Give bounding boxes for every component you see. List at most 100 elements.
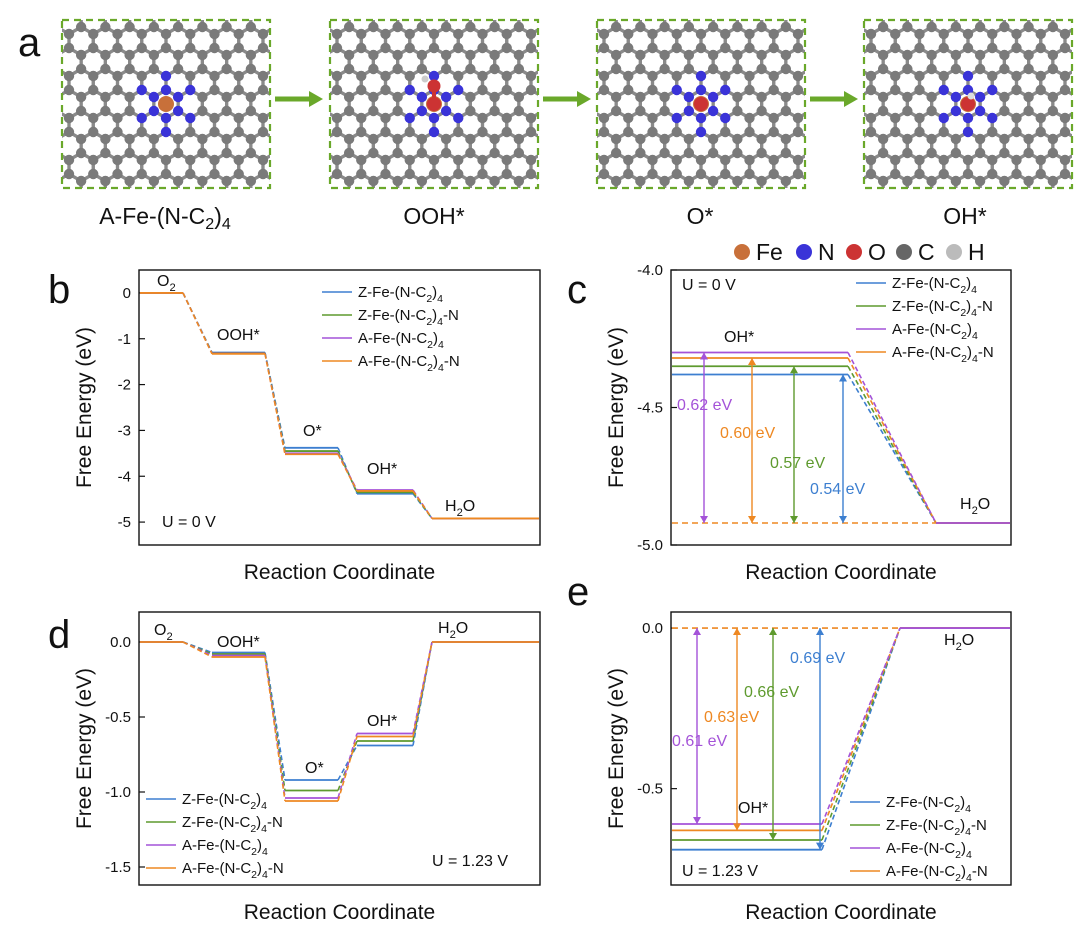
legend-entry-a: A-Fe-(N-C2)4: [850, 840, 972, 861]
atom-legend-label: C: [918, 239, 935, 265]
panel-d-legend: Z-Fe-(N-C2)4Z-Fe-(N-C2)4-NA-Fe-(N-C2)4A-…: [146, 791, 284, 881]
series-zn: [140, 641, 539, 792]
legend-entry-zn: Z-Fe-(N-C2)4-N: [850, 817, 987, 838]
legend-label: A-Fe-(N-C2)4: [886, 840, 972, 861]
transition-1: [182, 292, 213, 355]
panel-b-annotations: O2 OOH* O* OH* H2O U = 0 V: [157, 273, 475, 531]
legend-label: A-Fe-(N-C2)4: [182, 837, 268, 858]
panel-e-series: [672, 627, 1010, 851]
legend-label: A-Fe-(N-C2)4: [892, 321, 978, 342]
legend-label: A-Fe-(N-C2)4-N: [892, 344, 994, 365]
series-z: [140, 641, 539, 781]
step-arrow-1: [275, 91, 323, 107]
panel-d-axes: 0.0 -0.5 -1.0 -1.5 Reaction Coordinate Free E…: [48, 611, 541, 924]
transition-1: [182, 641, 213, 655]
state-label: O2: [154, 622, 173, 643]
gap-label-z: 0.69 eV: [790, 650, 845, 667]
panel-c-legend: Z-Fe-(N-C2)4Z-Fe-(N-C2)4-NA-Fe-(N-C2)4A-…: [856, 275, 994, 365]
panel-e-letter: e: [567, 570, 589, 614]
gap-label-a: 0.61 eV: [672, 733, 727, 750]
y-axis-title: Free Energy (eV): [73, 327, 96, 488]
panel-c-annotations: 0.54 eV 0.57 eV 0.62 eV 0.60 eV OH* H2O U = 0 …: [672, 277, 990, 524]
legend-entry-a: A-Fe-(N-C2)4: [856, 321, 978, 342]
legend-label: A-Fe-(N-C2)4-N: [358, 353, 460, 374]
y-tick-label: -4.0: [637, 262, 663, 279]
legend-label: A-Fe-(N-C2)4: [358, 330, 444, 351]
structure-caption-3: O*: [687, 203, 714, 229]
y-axis-title: Free Energy (eV): [73, 668, 96, 829]
panel-c-letter: c: [567, 268, 587, 312]
atom-legend-o: O: [846, 239, 886, 265]
state-label: OOH*: [217, 634, 260, 651]
condition-label: U = 0 V: [682, 277, 736, 294]
legend-label: A-Fe-(N-C2)4-N: [182, 860, 284, 881]
state-label: OH*: [724, 329, 754, 346]
gap-label-zn: 0.57 eV: [770, 455, 825, 472]
legend-entry-z: Z-Fe-(N-C2)4: [850, 794, 971, 815]
y-tick-label: -1.0: [105, 784, 131, 801]
legend-entry-a: A-Fe-(N-C2)4: [146, 837, 268, 858]
y-tick-label: -4: [118, 468, 131, 485]
transition-3: [337, 745, 358, 781]
atom-legend-label: O: [868, 239, 886, 265]
transition-1: [182, 641, 213, 654]
transition-3: [337, 736, 358, 802]
legend-entry-a: A-Fe-(N-C2)4: [322, 330, 444, 351]
legend-label: Z-Fe-(N-C2)4-N: [892, 298, 993, 319]
state-label: OH*: [738, 800, 768, 817]
panel-e-legend: Z-Fe-(N-C2)4Z-Fe-(N-C2)4-NA-Fe-(N-C2)4A-…: [850, 794, 988, 884]
state-label: OOH*: [217, 327, 260, 344]
panel-d-annotations: O2 OOH* O* OH* H2O U = 1.23 V: [154, 620, 508, 870]
transition-1: [847, 365, 937, 524]
state-label: H2O: [960, 496, 990, 517]
state-label: H2O: [445, 498, 475, 519]
transition-3: [337, 733, 358, 799]
x-axis-title: Reaction Coordinate: [745, 901, 936, 924]
atom-legend-h: H: [946, 239, 985, 265]
legend-entry-an: A-Fe-(N-C2)4-N: [146, 860, 284, 881]
legend-entry-z: Z-Fe-(N-C2)4: [322, 284, 443, 305]
legend-entry-an: A-Fe-(N-C2)4-N: [850, 863, 988, 884]
panel-e-axes: 0.0 -0.5 Reaction Coordinate Free Energy (e…: [567, 570, 1012, 924]
series-a: [140, 641, 539, 799]
legend-label: Z-Fe-(N-C2)4-N: [358, 307, 459, 328]
legend-label: Z-Fe-(N-C2)4-N: [886, 817, 987, 838]
structure-3: [595, 18, 807, 190]
y-tick-label: -5.0: [637, 537, 663, 554]
legend-entry-zn: Z-Fe-(N-C2)4-N: [322, 307, 459, 328]
panel-b-axes: 0 -1 -2 -3 -4 -5 Reaction Coordinate Free Energ…: [48, 268, 541, 584]
atom-legend-label: N: [818, 239, 835, 265]
panel-b-legend: Z-Fe-(N-C2)4Z-Fe-(N-C2)4-NA-Fe-(N-C2)4A-…: [322, 284, 460, 374]
y-axis-title: Free Energy (eV): [605, 668, 628, 829]
panel-d-series: [140, 641, 539, 802]
gap-label-zn: 0.66 eV: [744, 684, 799, 701]
x-axis-title: Reaction Coordinate: [244, 901, 435, 924]
y-tick-label: -1: [118, 331, 131, 348]
gap-label-a: 0.62 eV: [677, 397, 732, 414]
transition-4: [412, 641, 433, 737]
transition-1: [182, 641, 213, 658]
y-axis-title: Free Energy (eV): [605, 327, 628, 488]
x-axis-title: Reaction Coordinate: [745, 561, 936, 584]
y-tick-label: -3: [118, 422, 131, 439]
y-tick-label: -5: [118, 514, 131, 531]
y-tick-label: -0.5: [637, 781, 663, 798]
state-label: O2: [157, 273, 176, 294]
step-arrow-3: [810, 91, 858, 107]
legend-label: Z-Fe-(N-C2)4: [886, 794, 971, 815]
state-label: H2O: [944, 632, 974, 653]
y-tick-label: -1.5: [105, 859, 131, 876]
y-tick-label: -2: [118, 377, 131, 394]
transition-2: [264, 353, 286, 455]
condition-label: U = 1.23 V: [682, 863, 758, 880]
gap-label-an: 0.60 eV: [720, 425, 775, 442]
panel-a-letter: a: [18, 21, 41, 65]
legend-entry-z: Z-Fe-(N-C2)4: [146, 791, 267, 812]
transition-2: [264, 652, 286, 781]
series-a: [140, 292, 539, 520]
legend-label: Z-Fe-(N-C2)4: [892, 275, 977, 296]
transition-1: [821, 627, 901, 831]
panel-c-axes: -4.0 -4.5 -5.0 Reaction Coordinate Free Ener…: [567, 262, 1012, 584]
legend-entry-z: Z-Fe-(N-C2)4: [856, 275, 977, 296]
